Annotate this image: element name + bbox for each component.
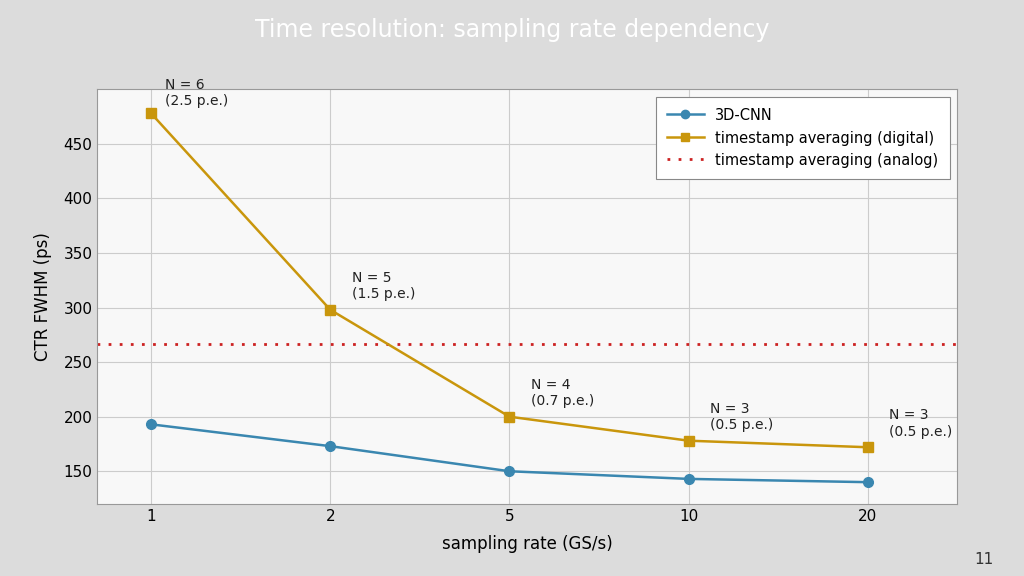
Text: N = 6
(2.5 p.e.): N = 6 (2.5 p.e.) bbox=[165, 78, 228, 108]
Text: N = 5
(1.5 p.e.): N = 5 (1.5 p.e.) bbox=[352, 271, 415, 301]
Legend: 3D-CNN, timestamp averaging (digital), timestamp averaging (analog): 3D-CNN, timestamp averaging (digital), t… bbox=[655, 97, 950, 180]
X-axis label: sampling rate (GS/s): sampling rate (GS/s) bbox=[442, 535, 612, 553]
Text: N = 3
(0.5 p.e.): N = 3 (0.5 p.e.) bbox=[889, 408, 952, 438]
Y-axis label: CTR FWHM (ps): CTR FWHM (ps) bbox=[35, 232, 52, 361]
Text: Time resolution: sampling rate dependency: Time resolution: sampling rate dependenc… bbox=[255, 18, 769, 42]
Text: N = 3
(0.5 p.e.): N = 3 (0.5 p.e.) bbox=[710, 402, 773, 432]
Text: N = 4
(0.7 p.e.): N = 4 (0.7 p.e.) bbox=[530, 378, 594, 408]
Text: 11: 11 bbox=[974, 552, 993, 567]
